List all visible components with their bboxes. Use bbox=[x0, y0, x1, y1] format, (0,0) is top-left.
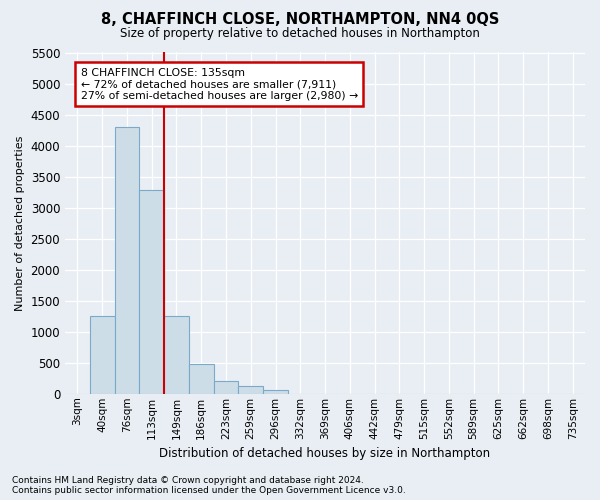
Bar bbox=[164, 316, 189, 394]
Bar bbox=[115, 127, 139, 394]
Text: 8 CHAFFINCH CLOSE: 135sqm
← 72% of detached houses are smaller (7,911)
27% of se: 8 CHAFFINCH CLOSE: 135sqm ← 72% of detac… bbox=[80, 68, 358, 101]
Text: Contains HM Land Registry data © Crown copyright and database right 2024.
Contai: Contains HM Land Registry data © Crown c… bbox=[12, 476, 406, 495]
Y-axis label: Number of detached properties: Number of detached properties bbox=[15, 136, 25, 311]
X-axis label: Distribution of detached houses by size in Northampton: Distribution of detached houses by size … bbox=[160, 447, 491, 460]
Text: Size of property relative to detached houses in Northampton: Size of property relative to detached ho… bbox=[120, 28, 480, 40]
Bar bbox=[238, 386, 263, 394]
Bar bbox=[263, 390, 288, 394]
Bar bbox=[214, 380, 238, 394]
Bar bbox=[139, 190, 164, 394]
Bar bbox=[90, 316, 115, 394]
Text: 8, CHAFFINCH CLOSE, NORTHAMPTON, NN4 0QS: 8, CHAFFINCH CLOSE, NORTHAMPTON, NN4 0QS bbox=[101, 12, 499, 28]
Bar bbox=[189, 364, 214, 394]
